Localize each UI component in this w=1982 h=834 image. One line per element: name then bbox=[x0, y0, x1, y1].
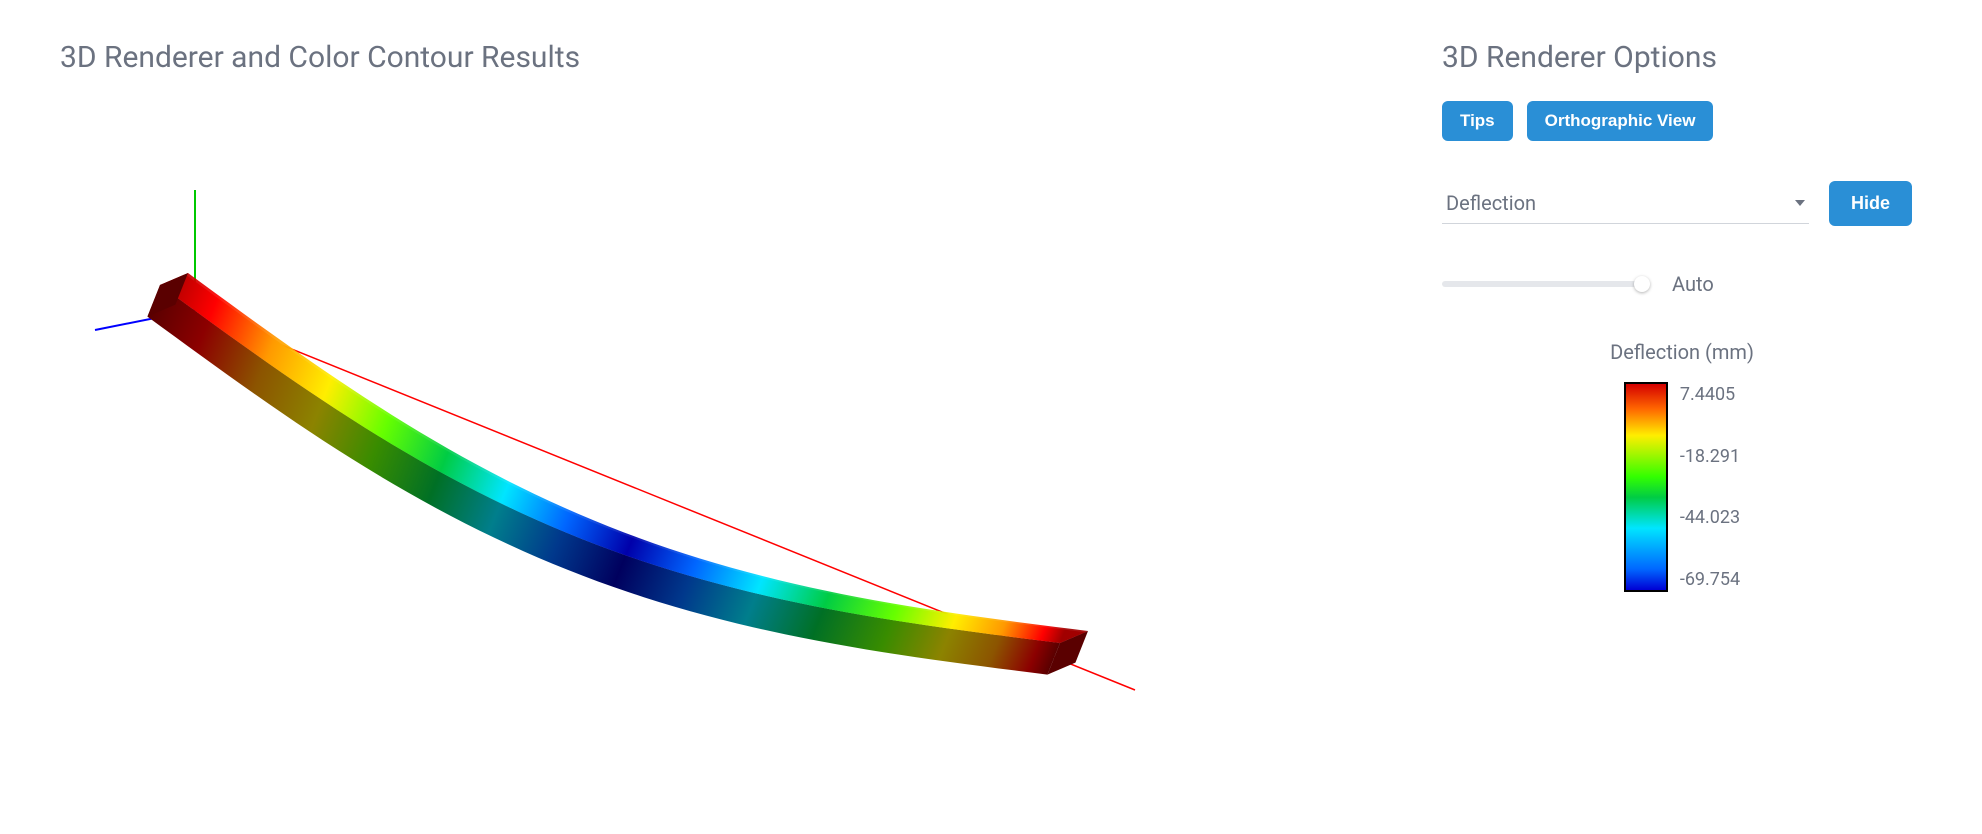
options-title: 3D Renderer Options bbox=[1442, 40, 1922, 75]
legend-title: Deflection (mm) bbox=[1610, 340, 1754, 364]
legend-color-bar bbox=[1624, 382, 1668, 592]
legend-tick: -44.023 bbox=[1680, 507, 1740, 528]
hide-button[interactable]: Hide bbox=[1829, 181, 1912, 226]
beam-render bbox=[60, 95, 1400, 795]
renderer-title: 3D Renderer and Color Contour Results bbox=[60, 40, 1402, 75]
legend-tick: 7.4405 bbox=[1680, 384, 1740, 405]
scale-slider-thumb[interactable] bbox=[1634, 276, 1650, 292]
scale-slider-label: Auto bbox=[1672, 272, 1714, 296]
legend-tick: -18.291 bbox=[1680, 446, 1740, 467]
orthographic-view-button[interactable]: Orthographic View bbox=[1527, 101, 1714, 141]
chevron-down-icon bbox=[1795, 200, 1805, 206]
tips-button[interactable]: Tips bbox=[1442, 101, 1513, 141]
scale-slider[interactable] bbox=[1442, 281, 1642, 287]
legend-tick: -69.754 bbox=[1680, 569, 1740, 590]
result-type-selected: Deflection bbox=[1446, 191, 1536, 215]
renderer-viewport[interactable] bbox=[60, 95, 1402, 814]
result-type-select[interactable]: Deflection bbox=[1442, 183, 1809, 224]
legend-ticks: 7.4405 -18.291 -44.023 -69.754 bbox=[1680, 382, 1740, 592]
